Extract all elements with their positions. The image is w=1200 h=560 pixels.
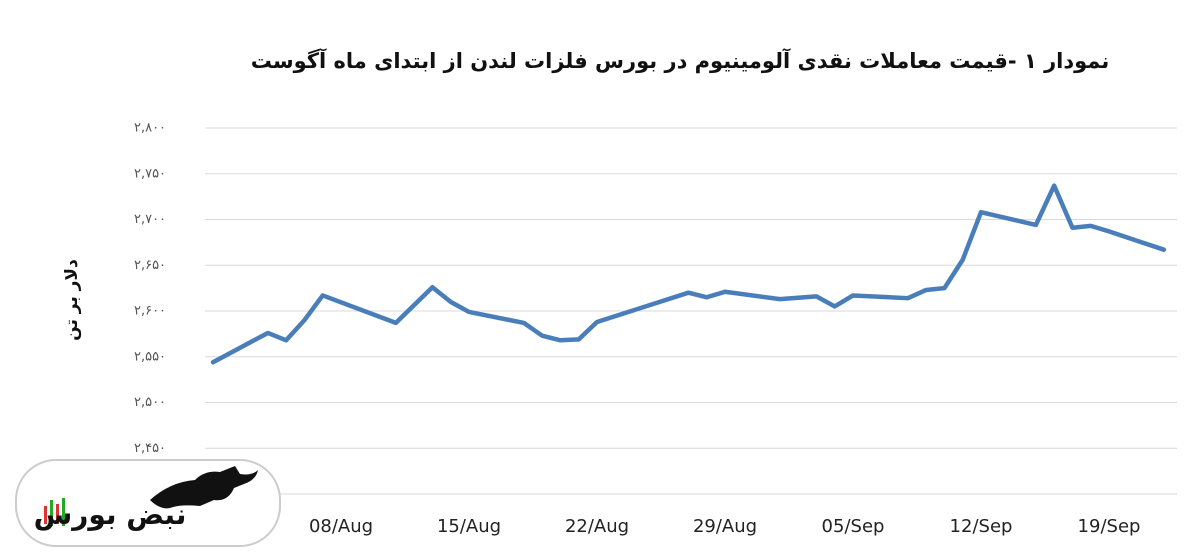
x-tick-label: 29/Aug bbox=[693, 516, 757, 537]
y-tick-label: ۲,۶۰۰ bbox=[134, 304, 166, 319]
y-axis-label: دلار بر تن bbox=[62, 259, 82, 341]
x-tick-label: 22/Aug bbox=[565, 516, 629, 537]
plot-area: ۲,۴۰۰۲,۴۵۰۲,۵۰۰۲,۵۵۰۲,۶۰۰۲,۶۵۰۲,۷۰۰۲,۷۵۰… bbox=[134, 121, 1177, 537]
y-tick-label: ۲,۶۵۰ bbox=[134, 258, 166, 273]
x-tick-label: 19/Sep bbox=[1078, 516, 1141, 537]
y-tick-label: ۲,۷۵۰ bbox=[134, 166, 166, 181]
y-tick-label: ۲,۵۰۰ bbox=[134, 395, 166, 410]
x-tick-label: 12/Sep bbox=[950, 516, 1013, 537]
y-tick-label: ۲,۵۵۰ bbox=[134, 349, 166, 364]
logo-bar bbox=[62, 498, 65, 526]
logo-bar bbox=[44, 506, 47, 524]
y-tick-label: ۲,۷۰۰ bbox=[134, 212, 166, 227]
logo: نبض بورس bbox=[15, 459, 281, 547]
x-tick-label: 15/Aug bbox=[437, 516, 501, 537]
y-tick-label: ۲,۸۰۰ bbox=[134, 121, 166, 136]
y-tick-label: ۲,۴۵۰ bbox=[134, 441, 166, 456]
chart-title: نمودار ۱ -قیمت معاملات نقدی آلومینیوم در… bbox=[251, 48, 1110, 73]
x-tick-label: 05/Sep bbox=[822, 516, 885, 537]
logo-bar bbox=[56, 504, 59, 524]
logo-bull bbox=[150, 466, 258, 509]
x-tick-label: 08/Aug bbox=[309, 516, 373, 537]
logo-bars bbox=[44, 498, 65, 526]
logo-text: نبض بورس bbox=[34, 498, 187, 531]
logo-bar bbox=[50, 500, 53, 526]
data-line bbox=[210, 183, 1167, 365]
